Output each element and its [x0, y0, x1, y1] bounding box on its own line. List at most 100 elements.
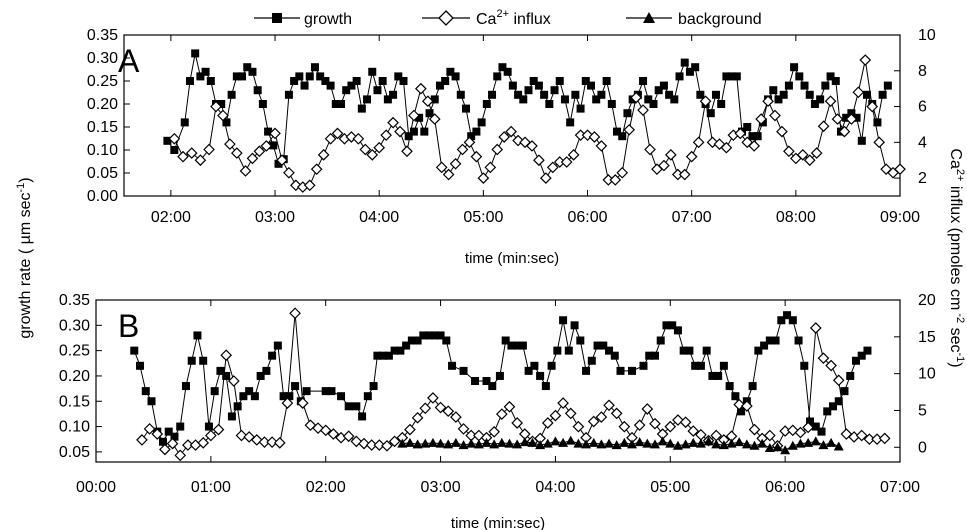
data-point-growth	[529, 77, 538, 85]
data-point-growth	[176, 422, 185, 431]
data-point-ca-influx	[174, 449, 187, 462]
data-point-growth	[560, 95, 569, 104]
data-point-background	[397, 438, 408, 448]
data-point-growth	[659, 81, 668, 90]
data-point-growth	[347, 81, 356, 90]
data-point-ca-influx	[276, 154, 288, 167]
data-point-background	[672, 440, 683, 450]
data-point-growth	[597, 90, 606, 99]
data-point-background	[581, 439, 592, 449]
data-point-ca-influx	[748, 140, 761, 152]
data-point-growth	[396, 346, 405, 355]
data-point-growth	[368, 67, 377, 76]
data-point-growth	[204, 422, 213, 431]
x-tick-label: 06:00	[567, 209, 607, 226]
data-point-growth	[817, 427, 826, 436]
data-point-ca-influx	[595, 411, 608, 423]
data-point-growth	[402, 341, 411, 350]
data-point-growth	[262, 366, 271, 375]
data-point-ca-influx	[381, 439, 393, 452]
data-point-growth	[654, 86, 663, 95]
data-point-growth	[645, 351, 654, 360]
legend-background-marker	[643, 12, 655, 23]
data-point-ca-influx	[720, 141, 733, 154]
data-point-background	[588, 437, 599, 447]
data-point-background	[780, 445, 791, 455]
data-point-growth	[714, 371, 723, 380]
data-point-ca-influx	[269, 127, 281, 140]
data-point-ca-influx	[296, 397, 309, 409]
data-point-ca-influx	[227, 375, 240, 387]
data-point-growth	[649, 100, 658, 108]
data-point-growth	[748, 382, 757, 391]
data-point-growth	[206, 77, 215, 85]
y-right-tick-label: 0	[918, 439, 927, 456]
data-point-growth	[217, 100, 226, 108]
data-point-ca-influx	[365, 439, 378, 451]
data-point-background	[420, 438, 431, 448]
data-point-growth	[873, 118, 882, 127]
data-point-growth	[451, 72, 460, 81]
data-point-growth	[599, 341, 608, 350]
data-point-growth	[722, 72, 731, 81]
data-point-growth	[743, 123, 752, 131]
data-point-ca-influx	[185, 147, 198, 159]
data-point-ca-influx	[803, 154, 816, 167]
data-point-growth	[373, 351, 382, 360]
data-point-background	[596, 439, 607, 449]
data-point-growth	[530, 361, 539, 370]
data-point-ca-influx	[404, 423, 416, 436]
data-point-growth	[783, 311, 792, 320]
data-point-growth	[719, 361, 728, 370]
data-point-growth	[616, 366, 625, 375]
data-point-growth	[842, 113, 851, 122]
data-point-growth	[493, 72, 502, 81]
data-point-background	[688, 437, 699, 447]
data-point-ca-influx	[488, 425, 501, 438]
data-point-growth	[550, 86, 559, 95]
data-point-ca-influx	[685, 150, 698, 163]
data-point-ca-influx	[273, 437, 286, 449]
y-right-tick-label: 5	[918, 402, 927, 419]
data-point-background	[703, 436, 714, 446]
data-point-growth	[774, 95, 783, 104]
data-point-ca-influx	[350, 435, 363, 448]
data-point-ca-influx	[477, 172, 490, 184]
data-point-growth	[193, 331, 202, 340]
data-point-ca-influx	[411, 411, 424, 424]
data-point-ca-influx	[658, 159, 670, 172]
data-point-growth	[409, 127, 418, 136]
data-point-growth	[185, 77, 194, 85]
y-right-tick-label: 8	[918, 63, 927, 80]
y-axis-right-label: Ca2+ influx (pmoles cm -2 sec-1)	[947, 148, 966, 367]
x-tick-label: 03:00	[255, 209, 295, 226]
legend-growth-label: growth	[304, 11, 352, 28]
data-point-ca-influx	[449, 157, 462, 170]
data-point-growth	[170, 146, 179, 154]
data-point-growth	[662, 321, 671, 330]
panel-label: B	[118, 308, 139, 344]
data-point-background	[833, 441, 844, 451]
data-point-growth	[514, 90, 523, 99]
data-point-growth	[222, 371, 231, 380]
data-point-ca-influx	[699, 95, 712, 108]
data-point-growth	[564, 346, 573, 355]
data-point-background	[764, 443, 775, 453]
y-left-tick-label: 0.10	[87, 142, 118, 159]
data-point-growth	[342, 86, 351, 95]
data-point-background	[665, 438, 676, 448]
data-point-background	[642, 438, 653, 448]
x-tick-label: 07:00	[880, 479, 920, 496]
data-point-background	[611, 440, 622, 450]
data-point-background	[657, 436, 668, 446]
data-point-growth	[784, 81, 793, 90]
data-point-growth	[373, 86, 382, 95]
data-point-ca-influx	[852, 86, 865, 99]
data-point-growth	[555, 77, 564, 85]
data-point-growth	[435, 81, 444, 90]
x-axis-label: time (min:sec)	[451, 515, 545, 530]
data-point-ca-influx	[755, 113, 767, 125]
data-point-growth	[415, 113, 424, 122]
data-point-ca-influx	[401, 145, 413, 158]
data-point-growth	[239, 392, 248, 401]
